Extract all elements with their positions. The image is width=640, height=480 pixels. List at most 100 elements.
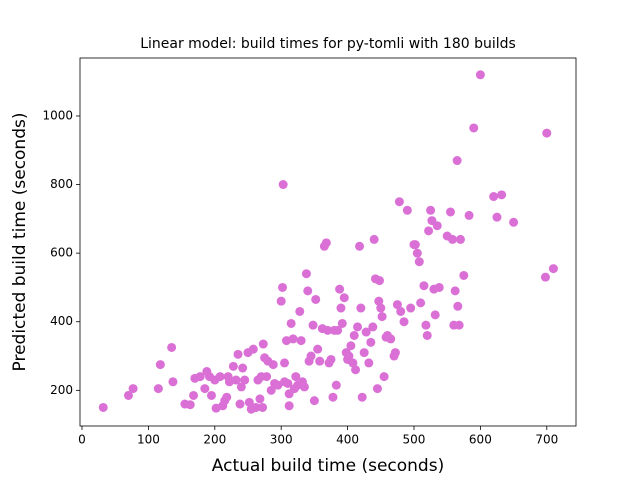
x-tick-label: 300 <box>270 433 293 447</box>
chart-title: Linear model: build times for py-tomli w… <box>140 36 516 52</box>
point <box>489 192 499 202</box>
point <box>337 318 347 328</box>
point <box>336 303 346 313</box>
y-tick-label: 400 <box>50 314 73 328</box>
point <box>426 205 436 215</box>
point <box>346 341 356 351</box>
point <box>321 238 331 248</box>
x-tick-label: 500 <box>403 433 426 447</box>
point <box>238 363 248 373</box>
x-axis-label: Actual build time (seconds) <box>212 456 444 476</box>
point <box>311 294 321 304</box>
point <box>453 301 463 311</box>
x-tick-label: 700 <box>535 433 558 447</box>
y-tick-label: 1000 <box>42 108 73 122</box>
x-tick-label: 600 <box>469 433 492 447</box>
point <box>369 234 379 244</box>
point <box>323 325 333 335</box>
point <box>421 320 431 330</box>
point <box>372 384 382 394</box>
point <box>240 375 250 385</box>
point <box>236 382 246 392</box>
point <box>386 334 396 344</box>
point <box>195 372 205 382</box>
point <box>464 210 474 220</box>
point <box>414 257 424 267</box>
plot-frame <box>79 57 577 427</box>
point <box>228 361 238 371</box>
point <box>344 351 354 361</box>
point <box>255 394 265 404</box>
point <box>364 358 374 368</box>
point <box>315 356 325 366</box>
point <box>278 282 288 292</box>
point <box>399 317 409 327</box>
y-tick-label: 200 <box>50 383 73 397</box>
point <box>542 128 552 138</box>
point <box>351 365 361 375</box>
point <box>326 354 336 364</box>
point <box>396 306 406 316</box>
point <box>248 344 258 354</box>
point <box>432 221 442 231</box>
point <box>392 300 402 310</box>
point <box>368 322 378 332</box>
point <box>410 240 420 250</box>
point <box>333 325 343 335</box>
point <box>262 372 272 382</box>
point <box>434 282 444 292</box>
point <box>328 392 338 402</box>
point <box>288 334 298 344</box>
point <box>390 348 400 358</box>
point <box>548 264 558 274</box>
point <box>379 372 389 382</box>
point <box>283 378 293 388</box>
y-tick-label: 600 <box>50 246 73 260</box>
point <box>291 372 301 382</box>
point <box>168 377 178 387</box>
point <box>258 339 268 349</box>
x-tick-label: 200 <box>203 433 226 447</box>
point <box>412 248 422 258</box>
point <box>348 358 358 368</box>
point <box>450 286 460 296</box>
point <box>244 397 254 407</box>
point <box>306 351 316 361</box>
point <box>492 212 502 222</box>
point <box>296 336 306 346</box>
point <box>295 306 305 316</box>
point <box>299 382 309 392</box>
x-tick-label: 400 <box>336 433 359 447</box>
point <box>233 349 243 359</box>
point <box>349 330 359 340</box>
point <box>155 360 165 370</box>
point <box>452 156 462 166</box>
point <box>424 226 434 236</box>
point <box>251 402 261 412</box>
point <box>459 270 469 280</box>
point <box>98 402 108 412</box>
point <box>167 342 177 352</box>
point <box>268 360 278 370</box>
point <box>475 70 485 80</box>
point <box>353 322 363 332</box>
point <box>153 384 163 394</box>
point <box>455 234 465 244</box>
point <box>335 284 345 294</box>
point <box>377 312 387 322</box>
x-tick-label: 0 <box>78 433 86 447</box>
point <box>185 400 195 410</box>
point <box>356 303 366 313</box>
point <box>313 344 323 354</box>
point <box>447 234 457 244</box>
point <box>359 348 369 358</box>
point <box>286 318 296 328</box>
point <box>284 401 294 411</box>
point <box>303 286 313 296</box>
point <box>231 375 241 385</box>
point <box>430 310 440 320</box>
point <box>497 190 507 200</box>
point <box>200 384 210 394</box>
